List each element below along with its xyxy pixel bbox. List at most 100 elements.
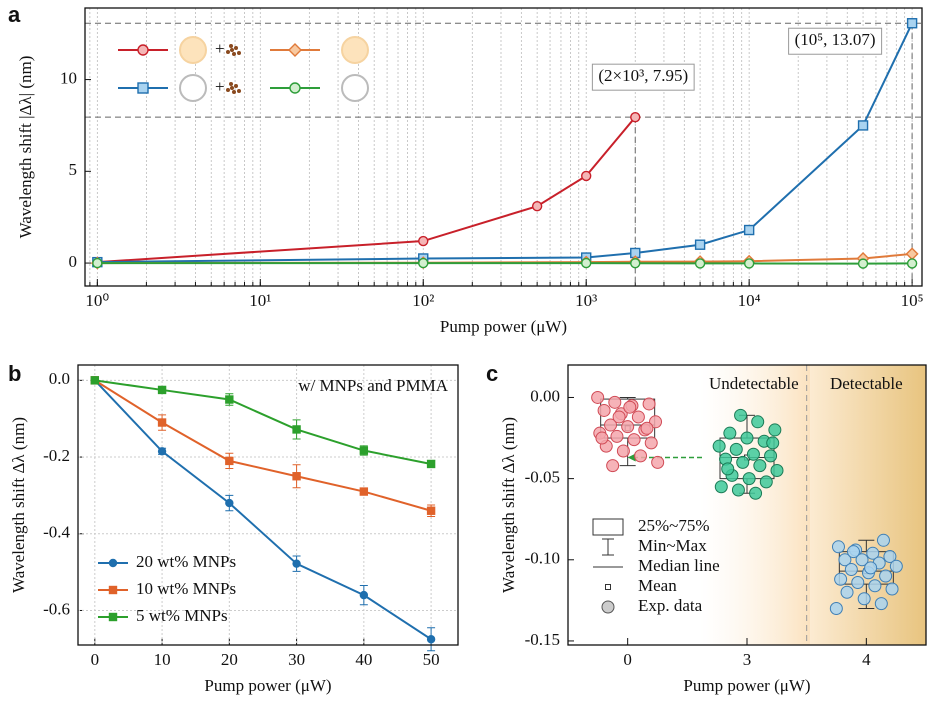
data-point (651, 455, 665, 469)
marker (630, 111, 641, 123)
data-point (831, 540, 845, 554)
data-point (749, 486, 763, 500)
data-point (712, 439, 726, 453)
marker (581, 257, 592, 269)
legend-label: Exp. data (638, 596, 703, 615)
legend-icon (341, 74, 369, 102)
data-point (623, 400, 637, 414)
x-tick-label: 10⁰ (85, 291, 109, 310)
marker (581, 170, 592, 182)
data-point (597, 403, 611, 417)
legend-dot (234, 46, 238, 50)
legend-label: Mean (638, 576, 677, 595)
y-tick-label: 0 (69, 252, 78, 271)
marker (157, 385, 167, 395)
marker (857, 258, 869, 269)
panel-label: c (486, 361, 498, 386)
x-tick-label: 10¹ (249, 291, 271, 310)
legend-symbol (601, 600, 615, 614)
legend-dot (232, 90, 236, 94)
data-point (764, 449, 778, 463)
marker (288, 43, 302, 57)
panel-label: a (8, 2, 21, 27)
y-tick-label: 5 (69, 160, 78, 179)
marker (906, 258, 918, 269)
legend-label: 5 wt% MNPs (136, 606, 228, 625)
legend-dot (230, 86, 234, 90)
x-tick-label: 50 (423, 650, 440, 669)
data-point (868, 579, 882, 593)
series-line (94, 379, 432, 641)
data-point (876, 533, 890, 547)
legend-symbol (602, 538, 614, 556)
data-point (644, 436, 658, 450)
x-tick-label: 10³ (575, 291, 597, 310)
undetectable-region (700, 365, 810, 645)
region-label: Detectable (830, 374, 903, 393)
data-point (595, 431, 609, 445)
data-point (742, 472, 756, 486)
marker (426, 459, 436, 469)
legend-dot (234, 84, 238, 88)
y-axis-label: Wavelength shift Δλ (nm) (9, 417, 28, 593)
data-point (721, 462, 735, 476)
data-point (627, 433, 641, 447)
marker (857, 120, 869, 131)
series-line (94, 379, 432, 465)
legend-icon (179, 74, 207, 102)
data-point (889, 559, 903, 573)
data-point (736, 455, 750, 469)
marker (359, 487, 369, 496)
y-tick-label: -0.6 (43, 599, 70, 618)
data-point (759, 475, 773, 489)
data-point (616, 444, 630, 458)
legend-icon (341, 36, 369, 64)
x-tick-label: 20 (221, 650, 238, 669)
marker (157, 447, 167, 456)
data-point (866, 546, 880, 560)
marker (108, 558, 118, 568)
legend-plus: + (215, 77, 225, 96)
marker (225, 498, 234, 508)
y-tick-label: -0.15 (525, 630, 560, 649)
marker (531, 200, 543, 212)
data-point (734, 408, 748, 422)
data-point (855, 553, 869, 567)
data-point (874, 597, 888, 611)
y-tick-label: 10 (60, 68, 77, 87)
data-point (834, 572, 848, 586)
annotation: (2×10³, 7.95) (598, 66, 688, 85)
marker (225, 456, 234, 466)
data-point (729, 442, 743, 456)
x-tick-label: 30 (288, 650, 305, 669)
data-point (768, 423, 782, 437)
data-point (851, 576, 865, 590)
x-tick-label: 4 (862, 650, 871, 669)
annotation-box (591, 63, 695, 91)
legend-label: 25%~75% (638, 516, 710, 535)
marker (292, 425, 301, 434)
x-tick-label: 40 (355, 650, 372, 669)
data-point (640, 421, 654, 435)
data-point (746, 447, 760, 461)
data-point (753, 459, 767, 473)
data-point (751, 415, 765, 429)
data-point (838, 553, 852, 567)
legend-label: Min~Max (638, 536, 707, 555)
data-point (770, 464, 784, 478)
annotation-box (788, 27, 883, 55)
annotation: (10⁵, 13.07) (795, 30, 876, 49)
marker (694, 239, 706, 250)
legend-dot (226, 88, 230, 92)
legend-label: 20 wt% MNPs (136, 552, 236, 571)
marker (426, 635, 436, 644)
y-axis-label: Wavelength shift |Δλ| (nm) (16, 56, 35, 239)
series-line (97, 116, 637, 264)
legend-dot (229, 44, 233, 48)
marker (92, 257, 103, 269)
data-point (766, 436, 780, 450)
data-point (604, 418, 618, 432)
data-point (642, 397, 656, 411)
legend-dot (226, 50, 230, 54)
marker (743, 258, 755, 269)
